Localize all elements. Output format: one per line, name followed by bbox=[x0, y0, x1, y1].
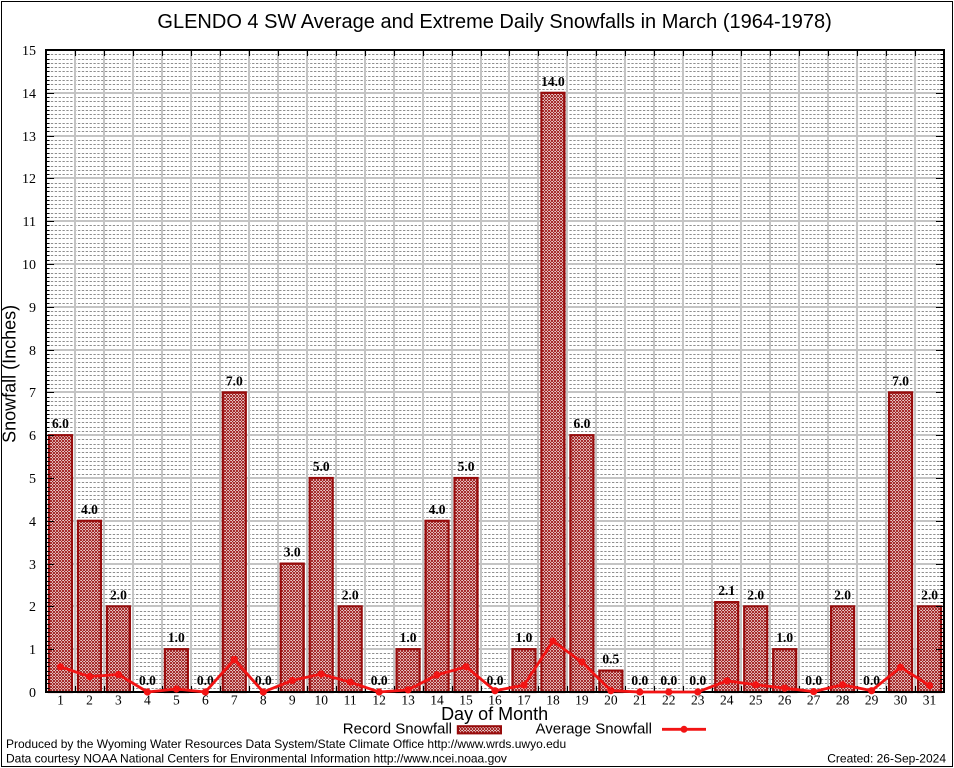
svg-text:2.0: 2.0 bbox=[747, 587, 764, 602]
svg-text:0.5: 0.5 bbox=[602, 652, 619, 667]
svg-text:17: 17 bbox=[517, 693, 531, 708]
svg-text:27: 27 bbox=[807, 693, 821, 708]
svg-text:6.0: 6.0 bbox=[573, 416, 590, 431]
svg-text:29: 29 bbox=[865, 693, 879, 708]
svg-text:3.0: 3.0 bbox=[284, 545, 301, 560]
svg-text:4.0: 4.0 bbox=[429, 502, 446, 517]
svg-text:Created: 26-Sep-2024: Created: 26-Sep-2024 bbox=[827, 751, 946, 765]
svg-text:26: 26 bbox=[778, 693, 792, 708]
svg-text:14: 14 bbox=[22, 87, 36, 102]
svg-text:0.0: 0.0 bbox=[255, 673, 272, 688]
svg-text:18: 18 bbox=[546, 693, 560, 708]
svg-text:6: 6 bbox=[202, 693, 209, 708]
svg-text:10: 10 bbox=[22, 258, 36, 273]
svg-text:13: 13 bbox=[22, 130, 36, 145]
svg-text:Day of Month: Day of Month bbox=[441, 704, 548, 724]
svg-text:5.0: 5.0 bbox=[313, 459, 330, 474]
svg-text:0: 0 bbox=[29, 686, 36, 701]
svg-text:16: 16 bbox=[488, 693, 502, 708]
svg-text:1.0: 1.0 bbox=[400, 630, 417, 645]
svg-text:0.0: 0.0 bbox=[197, 673, 214, 688]
svg-text:Produced by the Wyoming Water: Produced by the Wyoming Water Resources … bbox=[6, 737, 566, 751]
svg-text:1.0: 1.0 bbox=[776, 630, 793, 645]
svg-text:0.0: 0.0 bbox=[863, 673, 880, 688]
svg-text:GLENDO 4 SW Average and Extrem: GLENDO 4 SW Average and Extreme Daily Sn… bbox=[157, 11, 831, 33]
svg-text:24: 24 bbox=[720, 693, 734, 708]
svg-text:15: 15 bbox=[459, 693, 473, 708]
svg-text:0.0: 0.0 bbox=[805, 673, 822, 688]
svg-text:7.0: 7.0 bbox=[892, 373, 909, 388]
svg-text:1.0: 1.0 bbox=[168, 630, 185, 645]
svg-text:9: 9 bbox=[29, 301, 36, 316]
svg-text:28: 28 bbox=[836, 693, 850, 708]
svg-text:4.0: 4.0 bbox=[81, 502, 98, 517]
svg-text:6: 6 bbox=[29, 429, 36, 444]
svg-text:5.0: 5.0 bbox=[458, 459, 475, 474]
svg-text:0.0: 0.0 bbox=[487, 673, 504, 688]
svg-text:0.0: 0.0 bbox=[139, 673, 156, 688]
svg-text:0.0: 0.0 bbox=[631, 673, 648, 688]
svg-text:3: 3 bbox=[115, 693, 122, 708]
svg-text:8: 8 bbox=[29, 344, 36, 359]
svg-text:23: 23 bbox=[691, 693, 705, 708]
svg-text:12: 12 bbox=[22, 172, 36, 187]
svg-text:21: 21 bbox=[633, 693, 647, 708]
svg-text:10: 10 bbox=[314, 693, 328, 708]
svg-text:31: 31 bbox=[923, 693, 937, 708]
svg-text:12: 12 bbox=[372, 693, 386, 708]
svg-text:4: 4 bbox=[29, 515, 36, 530]
svg-text:7: 7 bbox=[231, 693, 238, 708]
svg-text:13: 13 bbox=[401, 693, 415, 708]
svg-text:1: 1 bbox=[29, 643, 36, 658]
svg-text:0.0: 0.0 bbox=[371, 673, 388, 688]
svg-text:1.0: 1.0 bbox=[516, 630, 533, 645]
svg-text:30: 30 bbox=[894, 693, 908, 708]
svg-text:0.0: 0.0 bbox=[689, 673, 706, 688]
svg-text:2.0: 2.0 bbox=[921, 587, 938, 602]
svg-text:5: 5 bbox=[173, 693, 180, 708]
svg-text:20: 20 bbox=[604, 693, 618, 708]
svg-text:Average Snowfall: Average Snowfall bbox=[536, 721, 652, 738]
svg-text:2.0: 2.0 bbox=[342, 587, 359, 602]
svg-text:4: 4 bbox=[144, 693, 151, 708]
svg-text:6.0: 6.0 bbox=[52, 416, 69, 431]
svg-text:1: 1 bbox=[57, 693, 64, 708]
svg-text:14: 14 bbox=[430, 693, 444, 708]
svg-text:7: 7 bbox=[29, 386, 36, 401]
svg-text:22: 22 bbox=[662, 693, 676, 708]
svg-text:15: 15 bbox=[22, 44, 36, 59]
svg-text:Snowfall (Inches): Snowfall (Inches) bbox=[0, 305, 19, 443]
svg-text:0.0: 0.0 bbox=[660, 673, 677, 688]
svg-text:11: 11 bbox=[23, 215, 36, 230]
svg-text:2: 2 bbox=[29, 600, 36, 615]
svg-text:2.0: 2.0 bbox=[834, 587, 851, 602]
svg-text:19: 19 bbox=[575, 693, 589, 708]
svg-text:11: 11 bbox=[344, 693, 357, 708]
svg-text:9: 9 bbox=[289, 693, 296, 708]
svg-text:2.1: 2.1 bbox=[718, 583, 735, 598]
svg-text:7.0: 7.0 bbox=[226, 373, 243, 388]
svg-text:Record Snowfall: Record Snowfall bbox=[343, 721, 452, 738]
svg-text:2.0: 2.0 bbox=[110, 587, 127, 602]
svg-text:3: 3 bbox=[29, 558, 36, 573]
svg-text:5: 5 bbox=[29, 472, 36, 487]
svg-text:14.0: 14.0 bbox=[541, 74, 565, 89]
svg-text:25: 25 bbox=[749, 693, 763, 708]
svg-text:2: 2 bbox=[86, 693, 93, 708]
svg-text:Data courtesy NOAA National Ce: Data courtesy NOAA National Centers for … bbox=[6, 751, 507, 765]
svg-text:8: 8 bbox=[260, 693, 267, 708]
